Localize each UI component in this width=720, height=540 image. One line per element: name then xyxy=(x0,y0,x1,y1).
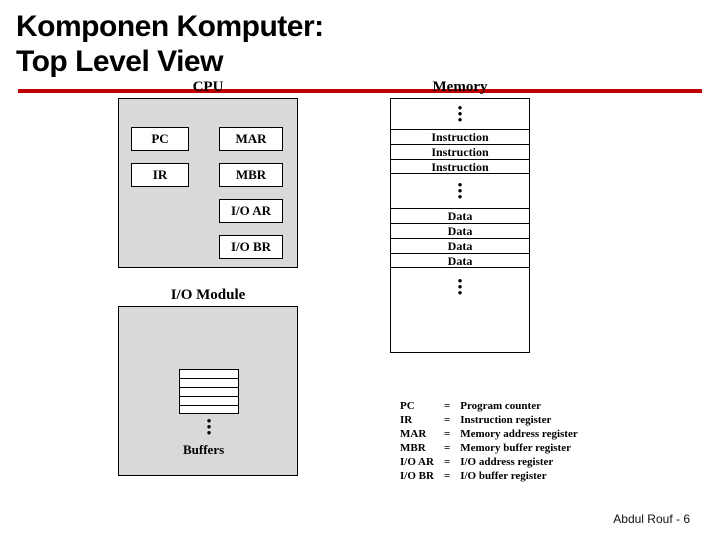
cpu-box: CPU PCMARIRMBRI/O ARI/O BR xyxy=(118,98,298,268)
memory-cell: Data xyxy=(391,208,529,223)
memory-cell: Instruction xyxy=(391,129,529,144)
cpu-register-mar: MAR xyxy=(219,127,283,151)
memory-label: Memory xyxy=(433,79,488,96)
legend-desc: I/O buffer register xyxy=(456,470,582,482)
legend-abbrev: I/O BR xyxy=(396,470,438,482)
legend-table: PC=Program counterIR=Instruction registe… xyxy=(394,398,584,484)
legend-desc: Instruction register xyxy=(456,414,582,426)
slide-footer: Abdul Rouf - 6 xyxy=(613,512,690,526)
legend-abbrev: MAR xyxy=(396,428,438,440)
io-module-box: I/O Module ••• Buffers xyxy=(118,306,298,476)
slide-title: Komponen Komputer: Top Level View xyxy=(0,0,720,87)
cpu-register-ir: IR xyxy=(131,163,189,187)
legend-row: I/O BR=I/O buffer register xyxy=(396,470,582,482)
memory-cell: Data xyxy=(391,238,529,253)
ellipsis-dots: ••• xyxy=(391,182,529,200)
legend-row: MAR=Memory address register xyxy=(396,428,582,440)
memory-cell: Instruction xyxy=(391,159,529,174)
cpu-register-pc: PC xyxy=(131,127,189,151)
legend-eq: = xyxy=(440,442,454,454)
io-buffer-row xyxy=(180,387,238,396)
legend-abbrev: I/O AR xyxy=(396,456,438,468)
legend: PC=Program counterIR=Instruction registe… xyxy=(394,398,584,484)
io-module-label: I/O Module xyxy=(171,287,246,304)
title-rule xyxy=(18,89,702,93)
memory-cell: Instruction xyxy=(391,144,529,159)
title-line-2: Top Level View xyxy=(16,45,223,78)
memory-box: Memory •••InstructionInstructionInstruct… xyxy=(390,98,530,353)
memory-cell: Data xyxy=(391,253,529,268)
legend-desc: Memory address register xyxy=(456,428,582,440)
io-buffer-row xyxy=(180,396,238,405)
title-line-1: Komponen Komputer: xyxy=(16,10,324,43)
legend-desc: Program counter xyxy=(456,400,582,412)
legend-row: PC=Program counter xyxy=(396,400,582,412)
io-buffer-row xyxy=(180,369,238,378)
io-buffers: ••• xyxy=(179,369,239,414)
legend-row: I/O AR=I/O address register xyxy=(396,456,582,468)
legend-eq: = xyxy=(440,456,454,468)
diagram-area: CPU PCMARIRMBRI/O ARI/O BR Memory •••Ins… xyxy=(0,98,720,540)
cpu-register-i-o-br: I/O BR xyxy=(219,235,283,259)
legend-eq: = xyxy=(440,470,454,482)
legend-desc: Memory buffer register xyxy=(456,442,582,454)
io-buffer-row xyxy=(180,378,238,387)
legend-abbrev: PC xyxy=(396,400,438,412)
legend-eq: = xyxy=(440,414,454,426)
legend-desc: I/O address register xyxy=(456,456,582,468)
legend-abbrev: MBR xyxy=(396,442,438,454)
ellipsis-dots: ••• xyxy=(391,278,529,296)
legend-eq: = xyxy=(440,400,454,412)
legend-row: MBR=Memory buffer register xyxy=(396,442,582,454)
buffers-label: Buffers xyxy=(183,442,224,458)
legend-row: IR=Instruction register xyxy=(396,414,582,426)
ellipsis-dots: ••• xyxy=(180,418,238,436)
legend-eq: = xyxy=(440,428,454,440)
ellipsis-dots: ••• xyxy=(391,105,529,123)
cpu-label: CPU xyxy=(193,79,224,96)
cpu-register-mbr: MBR xyxy=(219,163,283,187)
legend-abbrev: IR xyxy=(396,414,438,426)
memory-cell: Data xyxy=(391,223,529,238)
cpu-register-i-o-ar: I/O AR xyxy=(219,199,283,223)
